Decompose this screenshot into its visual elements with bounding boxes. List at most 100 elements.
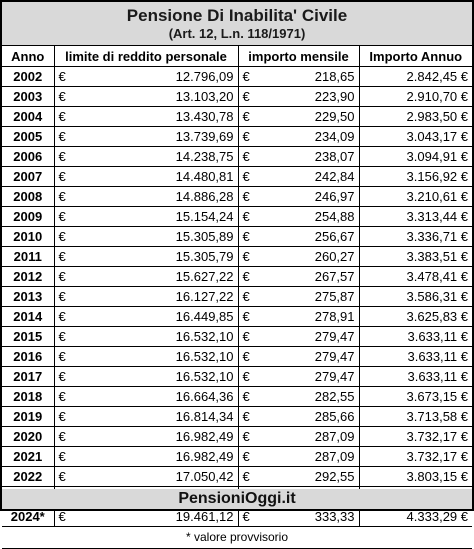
cell-mensile: €282,55	[238, 386, 360, 407]
column-header-anno: Anno	[2, 46, 55, 67]
cell-mensile: €223,90	[238, 86, 360, 107]
column-header-limite: limite di reddito personale	[54, 46, 239, 67]
cell-limite-value: 16.982,49	[175, 449, 234, 464]
cell-anno: 2010	[2, 226, 55, 247]
cell-limite: €16.664,36	[54, 386, 239, 407]
currency-symbol: €	[58, 129, 66, 144]
table-row: 2008 €14.886,28 €246,97 3.210,61 €	[2, 186, 472, 207]
currency-symbol: €	[58, 189, 66, 204]
cell-annuo: 3.313,44 €	[359, 206, 472, 227]
currency-symbol: €	[242, 149, 250, 164]
cell-mensile: €292,55	[238, 466, 360, 487]
table-row: 2002 €12.796,09 €218,65 2.842,45 €	[2, 66, 472, 87]
cell-mensile-value: 246,97	[314, 189, 355, 204]
cell-annuo: 3.713,58 €	[359, 406, 472, 427]
cell-limite-value: 13.103,20	[175, 89, 234, 104]
cell-limite: €15.305,79	[54, 246, 239, 267]
cell-limite-value: 16.664,36	[175, 389, 234, 404]
cell-limite-value: 16.814,34	[175, 409, 234, 424]
cell-anno: 2004	[2, 106, 55, 127]
cell-limite: €16.982,49	[54, 446, 239, 467]
currency-symbol: €	[242, 169, 250, 184]
cell-mensile: €246,97	[238, 186, 360, 207]
cell-anno: 2012	[2, 266, 55, 287]
cell-limite: €16.982,49	[54, 426, 239, 447]
cell-limite-value: 13.739,69	[175, 129, 234, 144]
cell-limite-value: 15.305,89	[175, 229, 234, 244]
cell-mensile: €254,88	[238, 206, 360, 227]
table-body: 2002 €12.796,09 €218,65 2.842,45 €2003 €13.1…	[2, 66, 472, 527]
table-row: 2024* €19.461,12 €333,33 4.333,29 €	[2, 506, 472, 527]
currency-symbol: €	[242, 409, 250, 424]
column-header-annuo: Importo Annuo	[359, 46, 472, 67]
currency-symbol: €	[58, 509, 66, 524]
cell-limite: €13.739,69	[54, 126, 239, 147]
cell-mensile-value: 254,88	[314, 209, 355, 224]
cell-mensile-value: 279,47	[314, 369, 355, 384]
cell-mensile: €279,47	[238, 346, 360, 367]
cell-mensile: €285,66	[238, 406, 360, 427]
table-row: 2011 €15.305,79 €260,27 3.383,51 €	[2, 246, 472, 267]
cell-limite-value: 16.532,10	[175, 349, 234, 364]
cell-annuo: 3.732,17 €	[359, 426, 472, 447]
cell-limite: €19.461,12	[54, 506, 239, 527]
cell-limite-value: 16.982,49	[175, 429, 234, 444]
cell-limite-value: 15.154,24	[175, 209, 234, 224]
currency-symbol: €	[58, 349, 66, 364]
cell-limite: €16.532,10	[54, 326, 239, 347]
currency-symbol: €	[242, 449, 250, 464]
table-row: 2017 €16.532,10 €279,47 3.633,11 €	[2, 366, 472, 387]
currency-symbol: €	[58, 69, 66, 84]
cell-limite-value: 19.461,12	[175, 509, 234, 524]
cell-annuo: 2.910,70 €	[359, 86, 472, 107]
cell-mensile-value: 282,55	[314, 389, 355, 404]
cell-mensile-value: 278,91	[314, 309, 355, 324]
cell-limite-value: 14.238,75	[175, 149, 234, 164]
cell-annuo: 3.633,11 €	[359, 346, 472, 367]
cell-limite: €15.154,24	[54, 206, 239, 227]
currency-symbol: €	[58, 469, 66, 484]
cell-limite-value: 16.127,22	[175, 289, 234, 304]
cell-mensile-value: 287,09	[314, 449, 355, 464]
table-row: 2020 €16.982,49 €287,09 3.732,17 €	[2, 426, 472, 447]
cell-annuo: 3.633,11 €	[359, 366, 472, 387]
table-row: 2004 €13.430,78 €229,50 2.983,50 €	[2, 106, 472, 127]
currency-symbol: €	[58, 169, 66, 184]
cell-anno: 2017	[2, 366, 55, 387]
cell-annuo: 4.333,29 €	[359, 506, 472, 527]
cell-limite-value: 13.430,78	[175, 109, 234, 124]
currency-symbol: €	[242, 289, 250, 304]
cell-anno: 2005	[2, 126, 55, 147]
cell-mensile: €278,91	[238, 306, 360, 327]
cell-annuo: 3.673,15 €	[359, 386, 472, 407]
cell-limite-value: 15.627,22	[175, 269, 234, 284]
cell-annuo: 3.732,17 €	[359, 446, 472, 467]
brand-logo-text: PensioniOggi.it	[178, 490, 296, 507]
pension-table: Anno limite di reddito personale importo…	[2, 46, 472, 527]
cell-limite-value: 14.886,28	[175, 189, 234, 204]
currency-symbol: €	[58, 389, 66, 404]
currency-symbol: €	[242, 89, 250, 104]
cell-anno: 2013	[2, 286, 55, 307]
currency-symbol: €	[242, 469, 250, 484]
currency-symbol: €	[58, 309, 66, 324]
table-row: 2007 €14.480,81 €242,84 3.156,92 €	[2, 166, 472, 187]
cell-anno: 2015	[2, 326, 55, 347]
cell-limite: €17.050,42	[54, 466, 239, 487]
table-header-row: Anno limite di reddito personale importo…	[2, 46, 472, 67]
page-title: Pensione Di Inabilita' Civile	[126, 6, 348, 25]
cell-mensile-value: 218,65	[314, 69, 355, 84]
cell-anno: 2018	[2, 386, 55, 407]
cell-limite-value: 15.305,79	[175, 249, 234, 264]
cell-mensile: €279,47	[238, 366, 360, 387]
cell-anno: 2008	[2, 186, 55, 207]
cell-anno: 2006	[2, 146, 55, 167]
cell-mensile: €256,67	[238, 226, 360, 247]
currency-symbol: €	[242, 249, 250, 264]
cell-mensile-value: 260,27	[314, 249, 355, 264]
cell-anno: 2024*	[2, 506, 55, 527]
cell-mensile-value: 279,47	[314, 329, 355, 344]
table-row: 2021 €16.982,49 €287,09 3.732,17 €	[2, 446, 472, 467]
currency-symbol: €	[242, 349, 250, 364]
